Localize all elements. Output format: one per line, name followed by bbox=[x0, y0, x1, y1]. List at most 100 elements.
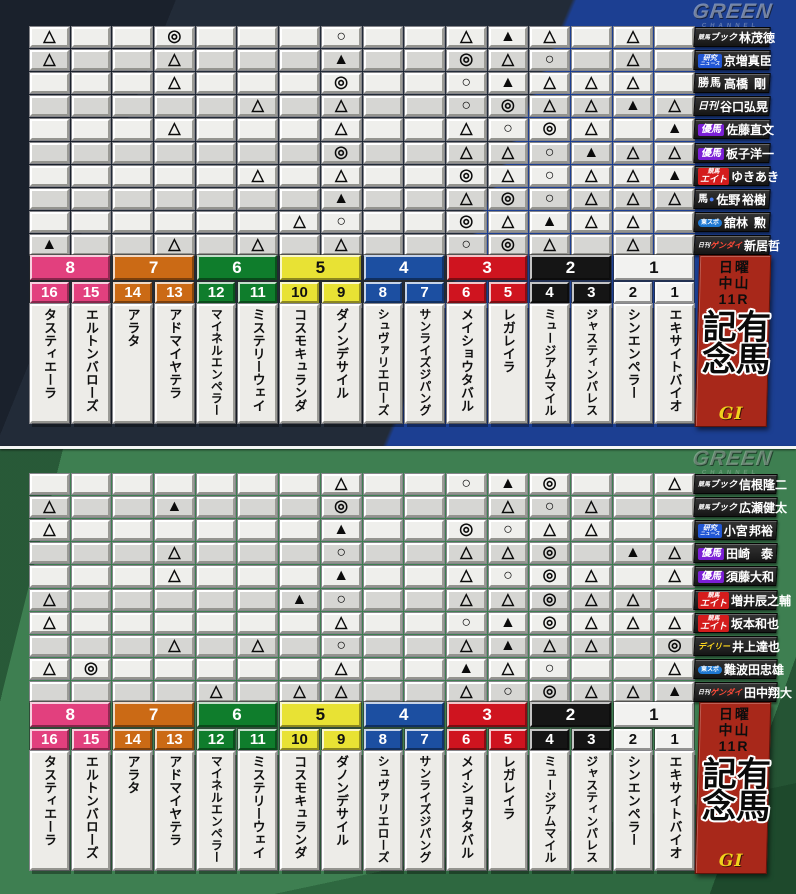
mark-cell: △ bbox=[571, 681, 611, 702]
pundit-family-name: 難波田 bbox=[724, 662, 761, 677]
mark-symbol: △ bbox=[335, 97, 348, 115]
mark-cell: ◎ bbox=[488, 96, 528, 117]
media-badge-gendai-icon: 日刊 ゲンダイ bbox=[698, 687, 742, 696]
mark-cell bbox=[196, 50, 236, 71]
race-meta: 日曜 中山 11R bbox=[718, 259, 751, 307]
mark-cell bbox=[655, 520, 694, 541]
horse-number-cell: 14 bbox=[113, 282, 153, 303]
mark-cell: △ bbox=[446, 142, 486, 163]
mark-cell: ▲ bbox=[321, 188, 361, 209]
pundit-plate-content: 優馬 佐藤 直文 bbox=[698, 121, 774, 138]
pundit-name: ゆきあき bbox=[731, 169, 780, 184]
mark-cell bbox=[280, 119, 319, 140]
mark-cell bbox=[71, 50, 111, 71]
mark-symbol: △ bbox=[43, 659, 56, 677]
mark-cell: △ bbox=[488, 543, 528, 564]
mark-cell: ▲ bbox=[488, 474, 528, 495]
mark-symbol: △ bbox=[585, 120, 598, 138]
pundit-name: 田崎泰 bbox=[726, 545, 773, 562]
mark-cell bbox=[655, 234, 694, 255]
pundit-plate-content: 東スポ 舘林勲 bbox=[698, 213, 766, 230]
mark-cell bbox=[113, 681, 153, 702]
horse-number-cell: 16 bbox=[30, 729, 69, 750]
mark-symbol: ○ bbox=[503, 521, 513, 539]
mark-cell bbox=[238, 142, 278, 163]
horse-name: アドマイヤテラ bbox=[167, 308, 183, 399]
mark-symbol: △ bbox=[668, 475, 681, 493]
mark-cell: ○ bbox=[530, 658, 569, 679]
mark-cell bbox=[196, 96, 236, 117]
horse-name: エキサイトバイオ bbox=[667, 755, 683, 859]
mark-cell bbox=[71, 211, 111, 232]
mark-symbol: ▲ bbox=[583, 143, 600, 161]
mark-symbol: △ bbox=[460, 590, 473, 608]
mark-cell bbox=[405, 543, 444, 564]
mark-cell bbox=[405, 497, 444, 518]
horse-name: サンライズジパング bbox=[417, 308, 432, 416]
pundit-plate: 研究 ニュース 小宮 邦裕 bbox=[693, 520, 778, 541]
horse-number-row: 16 15 14 13 12 11 10 9 8 7 6 5 4 3 2 1 bbox=[30, 282, 694, 303]
pundit-plate: 競馬 ブック林茂徳 bbox=[693, 27, 775, 48]
mark-symbol: △ bbox=[43, 521, 56, 539]
mark-cell bbox=[30, 165, 69, 186]
mark-cell: ○ bbox=[530, 50, 569, 71]
mark-cell: ▲ bbox=[571, 142, 611, 163]
media-badge-daily-icon: デイリー bbox=[698, 641, 730, 650]
mark-symbol: ◎ bbox=[167, 28, 182, 46]
pundit-plate-content: 日刊 ゲンダイ 新居哲 bbox=[698, 236, 780, 253]
mark-cell bbox=[238, 73, 278, 94]
mark-cell: △ bbox=[613, 27, 653, 48]
race-info-panel: 日曜 中山 11R 有馬記念 GI bbox=[694, 255, 772, 427]
horse-name: シュヴァリエローズ bbox=[376, 308, 391, 416]
mark-symbol: △ bbox=[626, 613, 640, 631]
mark-cell bbox=[405, 566, 444, 587]
mark-cell: △ bbox=[238, 635, 278, 656]
mark-cell: △ bbox=[655, 543, 694, 564]
badge-circle-icon: ● bbox=[709, 193, 715, 204]
mark-cell: ◎ bbox=[446, 50, 486, 71]
horse-number-cell: 14 bbox=[113, 729, 153, 750]
mark-symbol: △ bbox=[43, 28, 56, 46]
race-no: 11R bbox=[718, 738, 750, 755]
mark-cell bbox=[363, 234, 403, 255]
mark-cell bbox=[238, 474, 278, 495]
pundit-column: 競馬 ブック 信根 隆二 競馬 ブック 広瀬 健太 研究 ニュース 小宮 邦裕 優馬 田崎泰優馬 須藤 大和競… bbox=[693, 474, 792, 702]
mark-cell: ◎ bbox=[321, 142, 361, 163]
horse-name-cell: ジャスティンパレス bbox=[571, 304, 611, 423]
horse-name: レガレイラ bbox=[500, 755, 516, 820]
pundit-family-name: 佐野 bbox=[716, 192, 741, 207]
mark-symbol: △ bbox=[251, 235, 264, 253]
mark-symbol: △ bbox=[668, 659, 681, 677]
mark-cell bbox=[405, 658, 444, 679]
horse-name: アドマイヤテラ bbox=[167, 755, 183, 846]
frame-cell: 1 bbox=[613, 255, 694, 280]
mark-symbol: ▲ bbox=[333, 521, 350, 539]
mark-cell: △ bbox=[571, 566, 611, 587]
badge-main-text: 優馬 bbox=[701, 547, 721, 559]
mark-cell bbox=[71, 119, 111, 140]
mark-cell bbox=[30, 96, 69, 117]
mark-cell bbox=[113, 188, 153, 209]
media-badge-book-icon: 競馬 ブック bbox=[698, 32, 737, 42]
mark-symbol: ▲ bbox=[499, 636, 516, 654]
mark-cell bbox=[363, 520, 403, 541]
mark-cell bbox=[196, 211, 236, 232]
mark-cell: △ bbox=[30, 520, 69, 541]
mark-cell bbox=[571, 27, 611, 48]
mark-symbol: ▲ bbox=[458, 659, 475, 677]
pundit-plate-content: 競馬 ブック林茂徳 bbox=[698, 29, 775, 46]
mark-cell: △ bbox=[488, 142, 528, 163]
horse-name-cell: エキサイトバイオ bbox=[655, 751, 694, 870]
mark-cell bbox=[71, 96, 111, 117]
mark-cell bbox=[238, 566, 278, 587]
pundit-plate: 競馬 エイト 坂本 和也 bbox=[693, 612, 779, 633]
mark-cell: △ bbox=[446, 188, 486, 209]
mark-cell: △ bbox=[155, 543, 194, 564]
mark-symbol: △ bbox=[626, 143, 640, 161]
horse-number-cell: 9 bbox=[321, 729, 361, 750]
badge-main-text: ゲンダイ bbox=[710, 239, 743, 249]
horse-name-cell: アドマイヤテラ bbox=[155, 751, 194, 870]
badge-small-text: 競馬 bbox=[698, 481, 711, 488]
pundit-given-name: 辰之輔 bbox=[755, 593, 792, 608]
